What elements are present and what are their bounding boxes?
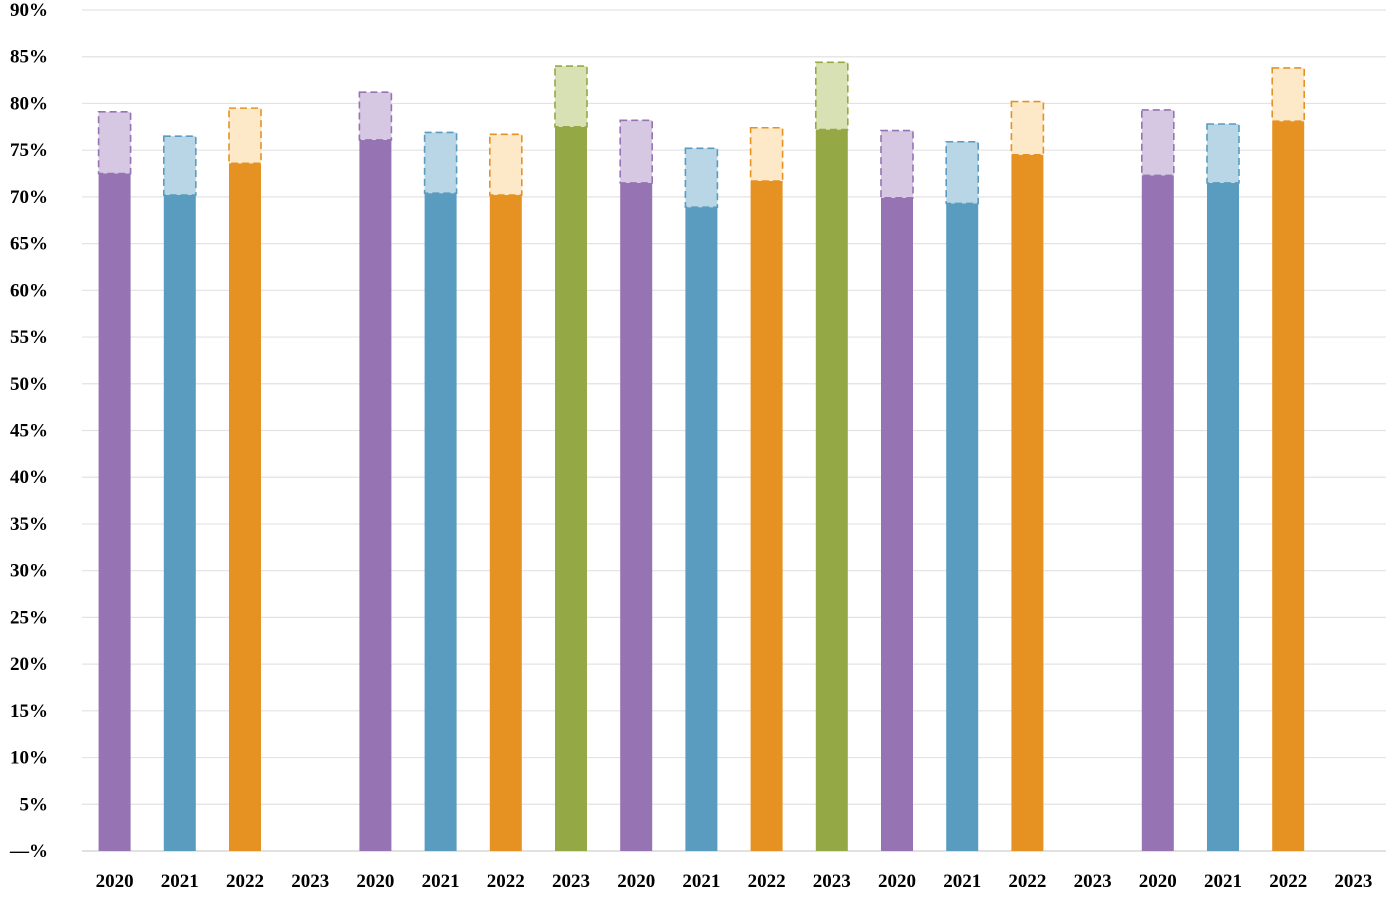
y-tick-label: 65% (10, 234, 48, 255)
y-tick-label: 20% (10, 654, 48, 675)
gridlines (82, 9, 1386, 852)
x-tick-label: 2020 (356, 871, 394, 892)
y-tick-label: 80% (10, 93, 48, 114)
bar-solid-2023 (815, 129, 848, 851)
x-tick-label: 2021 (161, 871, 199, 892)
bar-range-2022 (1271, 67, 1305, 122)
x-tick-label: 2022 (748, 871, 786, 892)
bar-range-2023 (814, 61, 849, 131)
bar-solid-2022 (1011, 154, 1044, 852)
bar-range-2021 (1206, 123, 1240, 184)
bar-range-2021 (163, 135, 197, 196)
bar-solid-2022 (489, 195, 522, 851)
bar-solid-2020 (359, 139, 392, 852)
bar-range-2021 (945, 140, 980, 205)
x-tick-label: 2023 (291, 871, 329, 892)
x-tick-label: 2021 (422, 871, 460, 892)
y-tick-label: 45% (10, 421, 48, 442)
x-tick-label: 2021 (1204, 871, 1242, 892)
bar-range-2023 (554, 65, 588, 128)
y-axis-tick-labels: —% 5% 10% 15% 20% 25% 30% 35% 40% 45% 50% 55% 60% 65%… (9, 0, 48, 862)
y-tick-label: 60% (10, 280, 48, 301)
x-tick-label: 2020 (1139, 871, 1177, 892)
bar-solid-2022 (1272, 121, 1305, 851)
x-tick-label: 2023 (1074, 871, 1112, 892)
bar-range-2022 (1010, 100, 1045, 156)
y-tick-label: 10% (10, 748, 48, 769)
y-tick-label: 75% (10, 140, 48, 161)
y-tick-label: 70% (10, 187, 48, 208)
bar-solid-2021 (946, 203, 979, 851)
x-axis-tick-labels: 2020 2021 2022 2023 2020 2021 2022 2023 2020 2021… (96, 871, 1373, 892)
x-tick-label: 2023 (1334, 871, 1372, 892)
bar-range-2022 (228, 107, 262, 165)
x-tick-label: 2022 (487, 871, 525, 892)
bar-solid-2020 (620, 182, 653, 852)
bar-solid-2021 (685, 207, 718, 851)
x-tick-label: 2020 (878, 871, 916, 892)
x-tick-label: 2021 (682, 871, 720, 892)
bars (97, 61, 1305, 852)
bar-range-2021 (684, 147, 719, 208)
x-tick-label: 2022 (226, 871, 264, 892)
x-tick-label: 2020 (96, 871, 134, 892)
bar-range-2020 (619, 119, 654, 184)
y-tick-label: 40% (10, 467, 48, 488)
bar-solid-2021 (163, 195, 196, 851)
x-tick-label: 2022 (1008, 871, 1046, 892)
bar-solid-2020 (1141, 175, 1174, 851)
y-tick-label: —% (9, 841, 48, 862)
bar-range-2022 (749, 126, 784, 182)
bar-range-2020 (97, 111, 132, 175)
bar-solid-2022 (750, 181, 783, 852)
y-tick-label: 85% (10, 47, 48, 68)
y-tick-label: 25% (10, 607, 48, 628)
x-tick-label: 2023 (552, 871, 590, 892)
bar-solid-2021 (424, 193, 457, 851)
x-tick-label: 2020 (617, 871, 655, 892)
y-tick-label: 30% (10, 561, 48, 582)
bar-range-2021 (423, 131, 458, 194)
bar-solid-2023 (555, 126, 587, 852)
x-tick-label: 2021 (943, 871, 981, 892)
y-tick-label: 15% (10, 701, 48, 722)
y-tick-label: 50% (10, 374, 48, 395)
bar-solid-2022 (229, 163, 261, 851)
bar-range-2020 (1141, 109, 1175, 177)
bar-range-2020 (880, 129, 914, 199)
bar-solid-2020 (98, 173, 131, 851)
y-tick-label: 55% (10, 327, 48, 348)
bar-range-2020 (358, 91, 393, 141)
y-tick-label: 5% (20, 794, 49, 815)
y-tick-label: 35% (10, 514, 48, 535)
x-tick-label: 2022 (1269, 871, 1307, 892)
x-tick-label: 2023 (813, 871, 851, 892)
bar-solid-2020 (881, 197, 913, 851)
bar-range-2022 (488, 133, 523, 196)
y-tick-label: 90% (10, 0, 48, 21)
bar-solid-2021 (1207, 182, 1239, 852)
